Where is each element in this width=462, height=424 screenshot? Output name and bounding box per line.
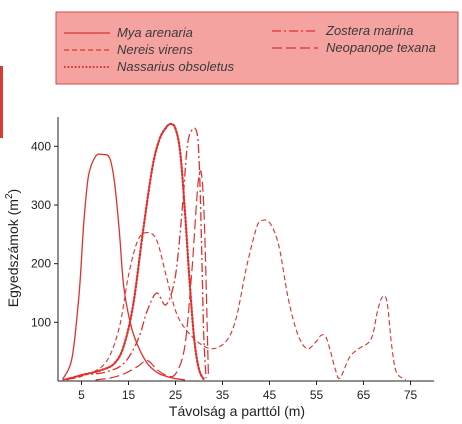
x-tick-label-25: 25 bbox=[169, 388, 183, 402]
legend-box bbox=[55, 11, 459, 85]
x-tick-label-5: 5 bbox=[78, 388, 85, 402]
series-line-mya-arenaria bbox=[62, 153, 185, 381]
legend-label-nereis-virens: Nereis virens bbox=[117, 42, 193, 57]
axes bbox=[57, 117, 434, 382]
series-line-nassarius-obsoletus bbox=[66, 122, 205, 381]
series-line-neopanope-texana bbox=[95, 170, 209, 381]
series-line-nereis-virens bbox=[62, 219, 407, 381]
left-edge-marker bbox=[0, 66, 3, 138]
legend-item-mya-arenaria: Mya arenaria bbox=[64, 25, 193, 40]
legend-label-nassarius-obsoletus: Nassarius obsoletus bbox=[117, 59, 235, 74]
y-axis-label-end: ) bbox=[5, 189, 21, 194]
y-axis-label: Egyedszámok (m2) bbox=[4, 189, 21, 307]
y-tick-label-100: 100 bbox=[31, 315, 51, 329]
legend-item-nereis-virens: Nereis virens bbox=[64, 42, 193, 57]
x-tick-label-65: 65 bbox=[357, 388, 371, 402]
x-tick-label-35: 35 bbox=[216, 388, 230, 402]
x-tick-label-75: 75 bbox=[404, 388, 418, 402]
legend-label-zostera-marina: Zostera marina bbox=[325, 23, 413, 38]
legend-item-zostera-marina: Zostera marina bbox=[272, 23, 413, 38]
series-layer bbox=[62, 122, 407, 381]
legend-label-mya-arenaria: Mya arenaria bbox=[117, 25, 193, 40]
x-axis-label: Távolság a parttól (m) bbox=[169, 403, 305, 419]
y-tick-label-200: 200 bbox=[31, 257, 51, 271]
ticks: 5 15 25 35 45 55 65 75 100 200 300 400 bbox=[31, 139, 418, 402]
y-tick-label-400: 400 bbox=[31, 139, 51, 153]
y-axis-label-main: Egyedszámok (m bbox=[5, 199, 21, 307]
legend-label-neopanope-texana: Neopanope texana bbox=[326, 40, 436, 55]
legend: Mya arenaria Nereis virens Nassarius obs… bbox=[64, 23, 436, 74]
x-tick-label-55: 55 bbox=[310, 388, 324, 402]
series-line-zostera-marina bbox=[62, 127, 207, 381]
y-axis-label-sup: 2 bbox=[4, 193, 15, 199]
legend-item-nassarius-obsoletus: Nassarius obsoletus bbox=[64, 59, 235, 74]
x-tick-label-15: 15 bbox=[122, 388, 136, 402]
x-tick-label-45: 45 bbox=[263, 388, 277, 402]
legend-item-neopanope-texana: Neopanope texana bbox=[272, 40, 436, 55]
y-tick-label-300: 300 bbox=[31, 198, 51, 212]
